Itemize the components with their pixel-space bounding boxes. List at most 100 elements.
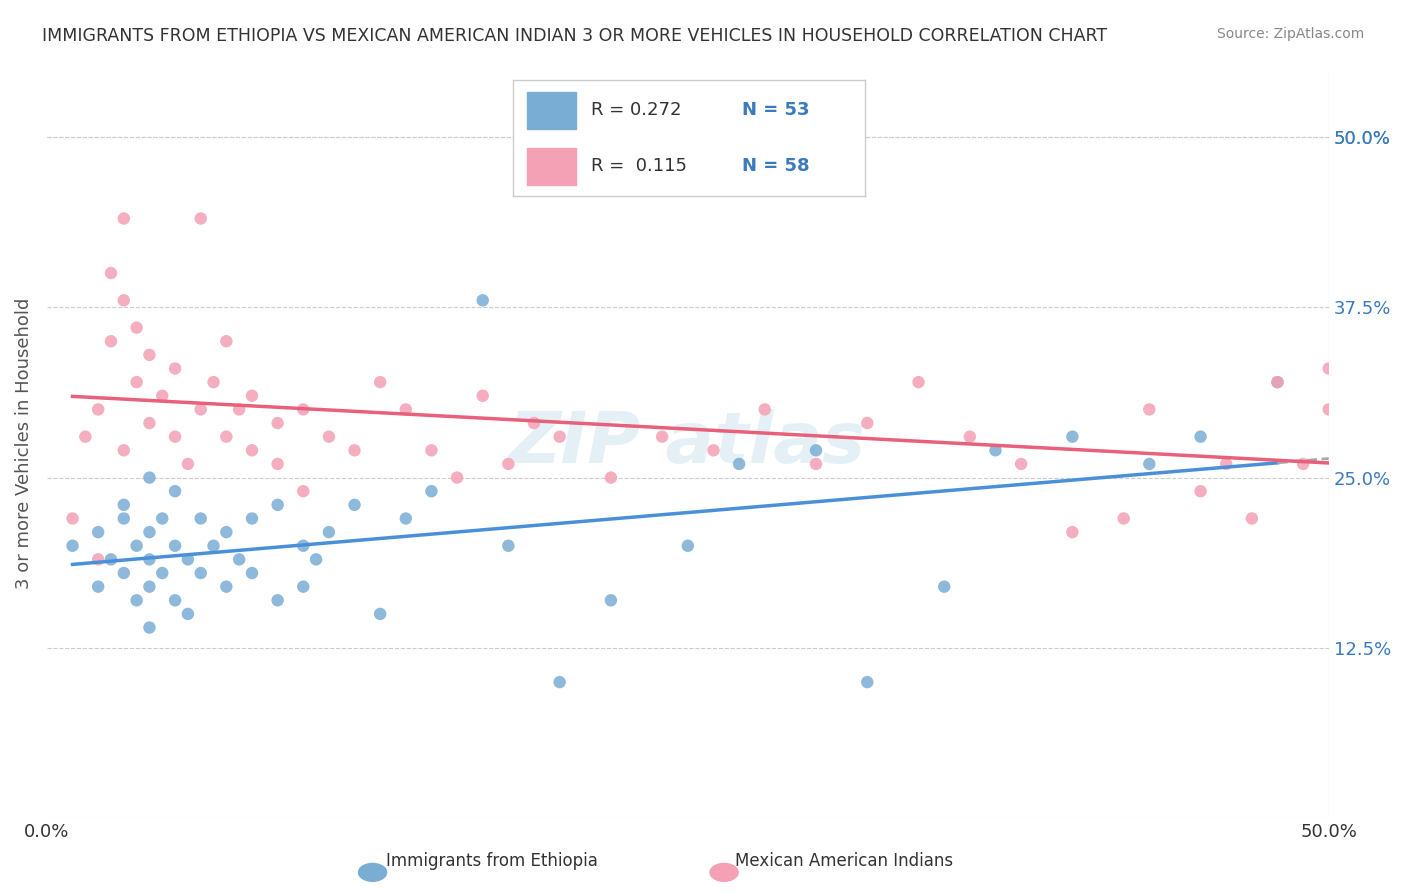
Point — [87, 525, 110, 540]
Point — [907, 375, 929, 389]
Point — [395, 511, 418, 525]
Point — [1240, 511, 1263, 525]
Point — [190, 566, 212, 580]
Point — [100, 334, 122, 349]
Point — [177, 457, 200, 471]
Point — [292, 539, 315, 553]
Point — [420, 484, 443, 499]
Point — [100, 266, 122, 280]
Text: N = 58: N = 58 — [742, 157, 810, 175]
Point — [202, 539, 225, 553]
Point — [471, 293, 494, 308]
Point — [215, 430, 238, 444]
Point — [1010, 457, 1032, 471]
Point — [138, 552, 160, 566]
Point — [165, 539, 187, 553]
Point — [112, 511, 135, 525]
Point — [190, 511, 212, 525]
Point — [266, 498, 288, 512]
Bar — [527, 147, 576, 185]
Point — [190, 211, 212, 226]
Point — [292, 580, 315, 594]
Point — [150, 511, 173, 525]
Point — [498, 457, 520, 471]
Point — [1189, 430, 1212, 444]
Point — [150, 389, 173, 403]
Point — [305, 552, 328, 566]
Text: N = 53: N = 53 — [742, 102, 810, 120]
Point — [62, 539, 84, 553]
Point — [228, 552, 250, 566]
Point — [87, 580, 110, 594]
Point — [138, 580, 160, 594]
Point — [165, 484, 187, 499]
Text: Immigrants from Ethiopia: Immigrants from Ethiopia — [387, 852, 598, 870]
Point — [600, 593, 623, 607]
Point — [165, 430, 187, 444]
Point — [959, 430, 981, 444]
Point — [600, 470, 623, 484]
Text: IMMIGRANTS FROM ETHIOPIA VS MEXICAN AMERICAN INDIAN 3 OR MORE VEHICLES IN HOUSEH: IMMIGRANTS FROM ETHIOPIA VS MEXICAN AMER… — [42, 27, 1108, 45]
Point — [215, 525, 238, 540]
Point — [728, 457, 751, 471]
Y-axis label: 3 or more Vehicles in Household: 3 or more Vehicles in Household — [15, 298, 32, 590]
Point — [420, 443, 443, 458]
Point — [112, 293, 135, 308]
Point — [934, 580, 956, 594]
Point — [138, 525, 160, 540]
Text: Source: ZipAtlas.com: Source: ZipAtlas.com — [1216, 27, 1364, 41]
Text: ZIP atlas: ZIP atlas — [509, 409, 866, 478]
Point — [266, 457, 288, 471]
Point — [177, 607, 200, 621]
Point — [215, 580, 238, 594]
Point — [138, 416, 160, 430]
Point — [395, 402, 418, 417]
Point — [1267, 375, 1289, 389]
Point — [343, 443, 366, 458]
Point — [215, 334, 238, 349]
Text: R =  0.115: R = 0.115 — [591, 157, 686, 175]
Point — [318, 525, 340, 540]
Point — [138, 470, 160, 484]
Point — [984, 443, 1007, 458]
Point — [1215, 457, 1237, 471]
Point — [165, 361, 187, 376]
Point — [548, 675, 571, 690]
Point — [112, 498, 135, 512]
Point — [318, 430, 340, 444]
Point — [240, 443, 263, 458]
Point — [177, 552, 200, 566]
Point — [856, 416, 879, 430]
Point — [368, 607, 391, 621]
Point — [754, 402, 776, 417]
Point — [651, 430, 673, 444]
Point — [523, 416, 546, 430]
Point — [112, 443, 135, 458]
Text: R = 0.272: R = 0.272 — [591, 102, 681, 120]
Point — [1112, 511, 1135, 525]
Point — [1317, 361, 1340, 376]
Point — [240, 511, 263, 525]
Point — [125, 320, 148, 334]
Point — [804, 457, 827, 471]
Point — [125, 593, 148, 607]
Point — [138, 348, 160, 362]
Point — [1267, 375, 1289, 389]
Point — [1137, 402, 1160, 417]
Point — [856, 675, 879, 690]
Point — [202, 375, 225, 389]
Point — [190, 402, 212, 417]
Point — [548, 430, 571, 444]
Text: Mexican American Indians: Mexican American Indians — [734, 852, 953, 870]
Point — [75, 430, 97, 444]
Point — [1189, 484, 1212, 499]
Point — [112, 211, 135, 226]
Point — [125, 539, 148, 553]
Point — [62, 511, 84, 525]
Point — [112, 566, 135, 580]
Bar — [527, 92, 576, 129]
Point — [240, 389, 263, 403]
Point — [1317, 402, 1340, 417]
Point — [150, 566, 173, 580]
Point — [100, 552, 122, 566]
